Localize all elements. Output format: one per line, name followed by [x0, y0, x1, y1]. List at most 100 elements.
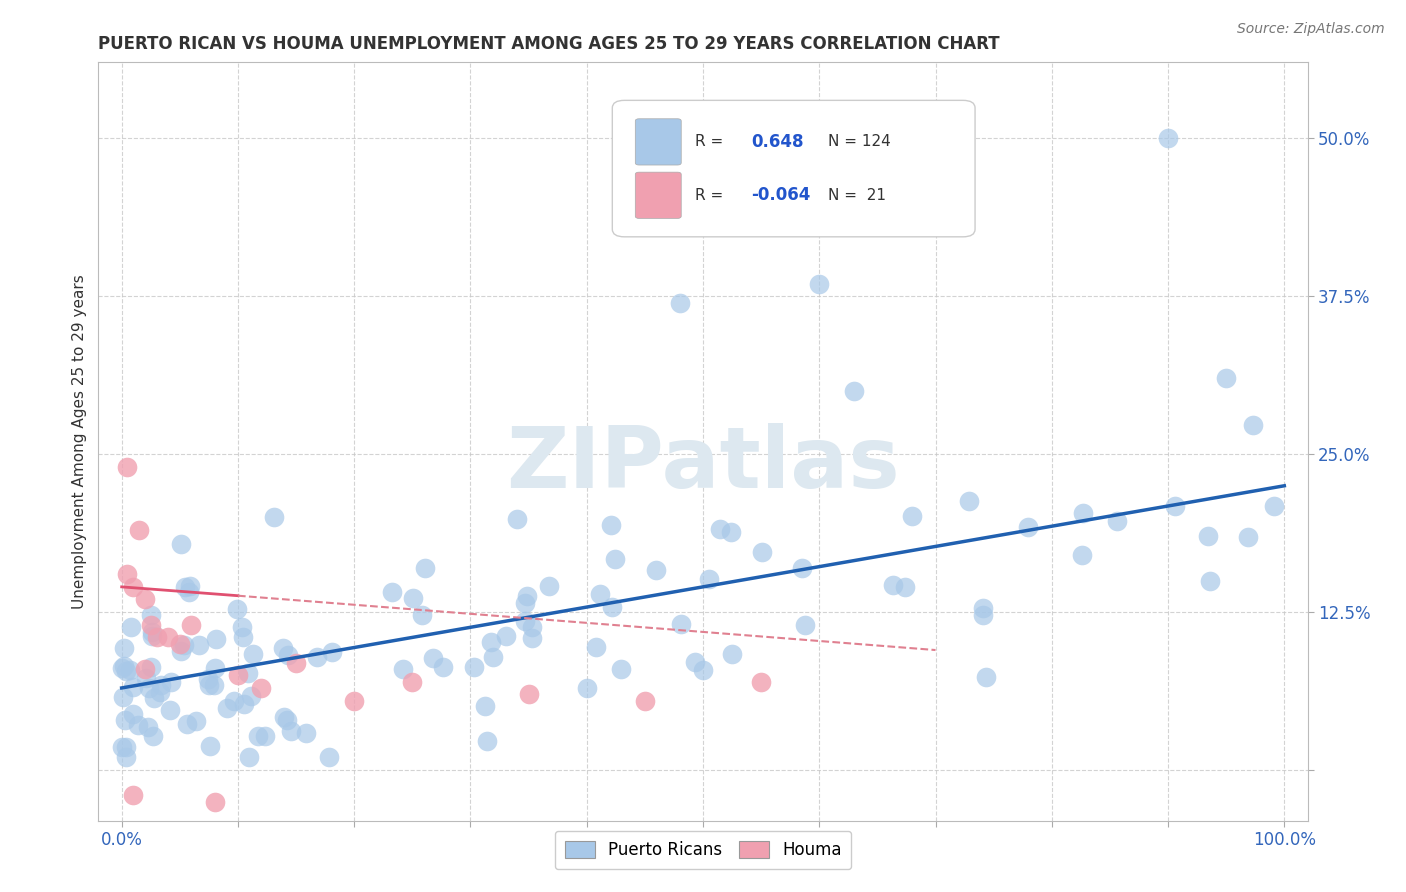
Point: [481, 649, 503, 664]
Point: [139, 617, 162, 632]
Point: [134, 592, 156, 607]
Point: [179, 579, 201, 593]
Point: [1071, 549, 1094, 563]
FancyBboxPatch shape: [613, 101, 976, 236]
Point: [285, 656, 308, 670]
Point: [143, 690, 166, 705]
Point: [794, 618, 817, 632]
Point: [720, 524, 742, 539]
Point: [242, 647, 264, 661]
Point: [134, 662, 156, 676]
Point: [176, 717, 198, 731]
Point: [173, 639, 195, 653]
Point: [139, 607, 162, 622]
Point: [170, 644, 193, 658]
Text: ZIPatlas: ZIPatlas: [506, 423, 900, 506]
Point: [882, 578, 904, 592]
Point: [1107, 515, 1129, 529]
Point: [463, 659, 485, 673]
Point: [263, 510, 285, 524]
Point: [894, 580, 917, 594]
Point: [117, 567, 139, 582]
Point: [271, 641, 294, 656]
Text: 0.648: 0.648: [751, 133, 804, 151]
Point: [226, 668, 249, 682]
Point: [972, 608, 994, 623]
Point: [204, 678, 226, 692]
Point: [474, 699, 496, 714]
Point: [157, 631, 180, 645]
Point: [609, 662, 631, 676]
Point: [139, 660, 162, 674]
Point: [136, 720, 159, 734]
Point: [1197, 529, 1219, 543]
Point: [138, 681, 160, 696]
Point: [844, 384, 866, 398]
Text: Source: ZipAtlas.com: Source: ZipAtlas.com: [1237, 22, 1385, 37]
Point: [232, 697, 254, 711]
Point: [122, 580, 145, 594]
Point: [250, 681, 273, 695]
Point: [115, 740, 138, 755]
Point: [122, 789, 145, 803]
Point: [118, 663, 141, 677]
Point: [240, 690, 263, 704]
Point: [792, 560, 814, 574]
Point: [141, 629, 163, 643]
Point: [117, 459, 139, 474]
Point: [668, 295, 690, 310]
Point: [121, 620, 143, 634]
Point: [232, 630, 254, 644]
Point: [280, 724, 302, 739]
Point: [115, 665, 138, 679]
Point: [149, 684, 172, 698]
Point: [972, 601, 994, 615]
Point: [111, 661, 134, 675]
Point: [401, 674, 423, 689]
Point: [205, 632, 228, 647]
Point: [520, 620, 543, 634]
Point: [709, 523, 731, 537]
Point: [114, 750, 136, 764]
Point: [605, 552, 627, 566]
Point: [112, 659, 135, 673]
Point: [974, 670, 997, 684]
Point: [145, 631, 167, 645]
Point: [671, 617, 693, 632]
Point: [277, 648, 299, 663]
Point: [127, 718, 149, 732]
Point: [180, 617, 202, 632]
Point: [225, 602, 247, 616]
Point: [184, 714, 207, 728]
Legend: Puerto Ricans, Houma: Puerto Ricans, Houma: [554, 831, 852, 869]
Point: [111, 739, 134, 754]
Point: [957, 493, 980, 508]
Point: [112, 641, 135, 656]
Text: PUERTO RICAN VS HOUMA UNEMPLOYMENT AMONG AGES 25 TO 29 YEARS CORRELATION CHART: PUERTO RICAN VS HOUMA UNEMPLOYMENT AMONG…: [98, 35, 1000, 53]
Point: [589, 586, 612, 600]
Point: [422, 651, 444, 665]
Point: [273, 709, 295, 723]
Point: [1199, 574, 1222, 588]
Point: [575, 681, 598, 695]
Point: [751, 545, 773, 559]
Point: [1017, 519, 1039, 533]
Point: [150, 678, 173, 692]
Point: [174, 580, 197, 594]
Point: [142, 730, 165, 744]
Point: [177, 585, 200, 599]
Point: [645, 563, 668, 577]
Point: [634, 693, 657, 707]
Point: [122, 680, 145, 694]
Point: [169, 637, 191, 651]
Point: [1157, 131, 1180, 145]
FancyBboxPatch shape: [636, 119, 682, 165]
Point: [901, 508, 924, 523]
Point: [253, 729, 276, 743]
Point: [602, 599, 624, 614]
Point: [402, 591, 425, 605]
Text: R =: R =: [695, 188, 723, 202]
Point: [495, 629, 517, 643]
Y-axis label: Unemployment Among Ages 25 to 29 years: Unemployment Among Ages 25 to 29 years: [72, 274, 87, 609]
Point: [321, 645, 343, 659]
